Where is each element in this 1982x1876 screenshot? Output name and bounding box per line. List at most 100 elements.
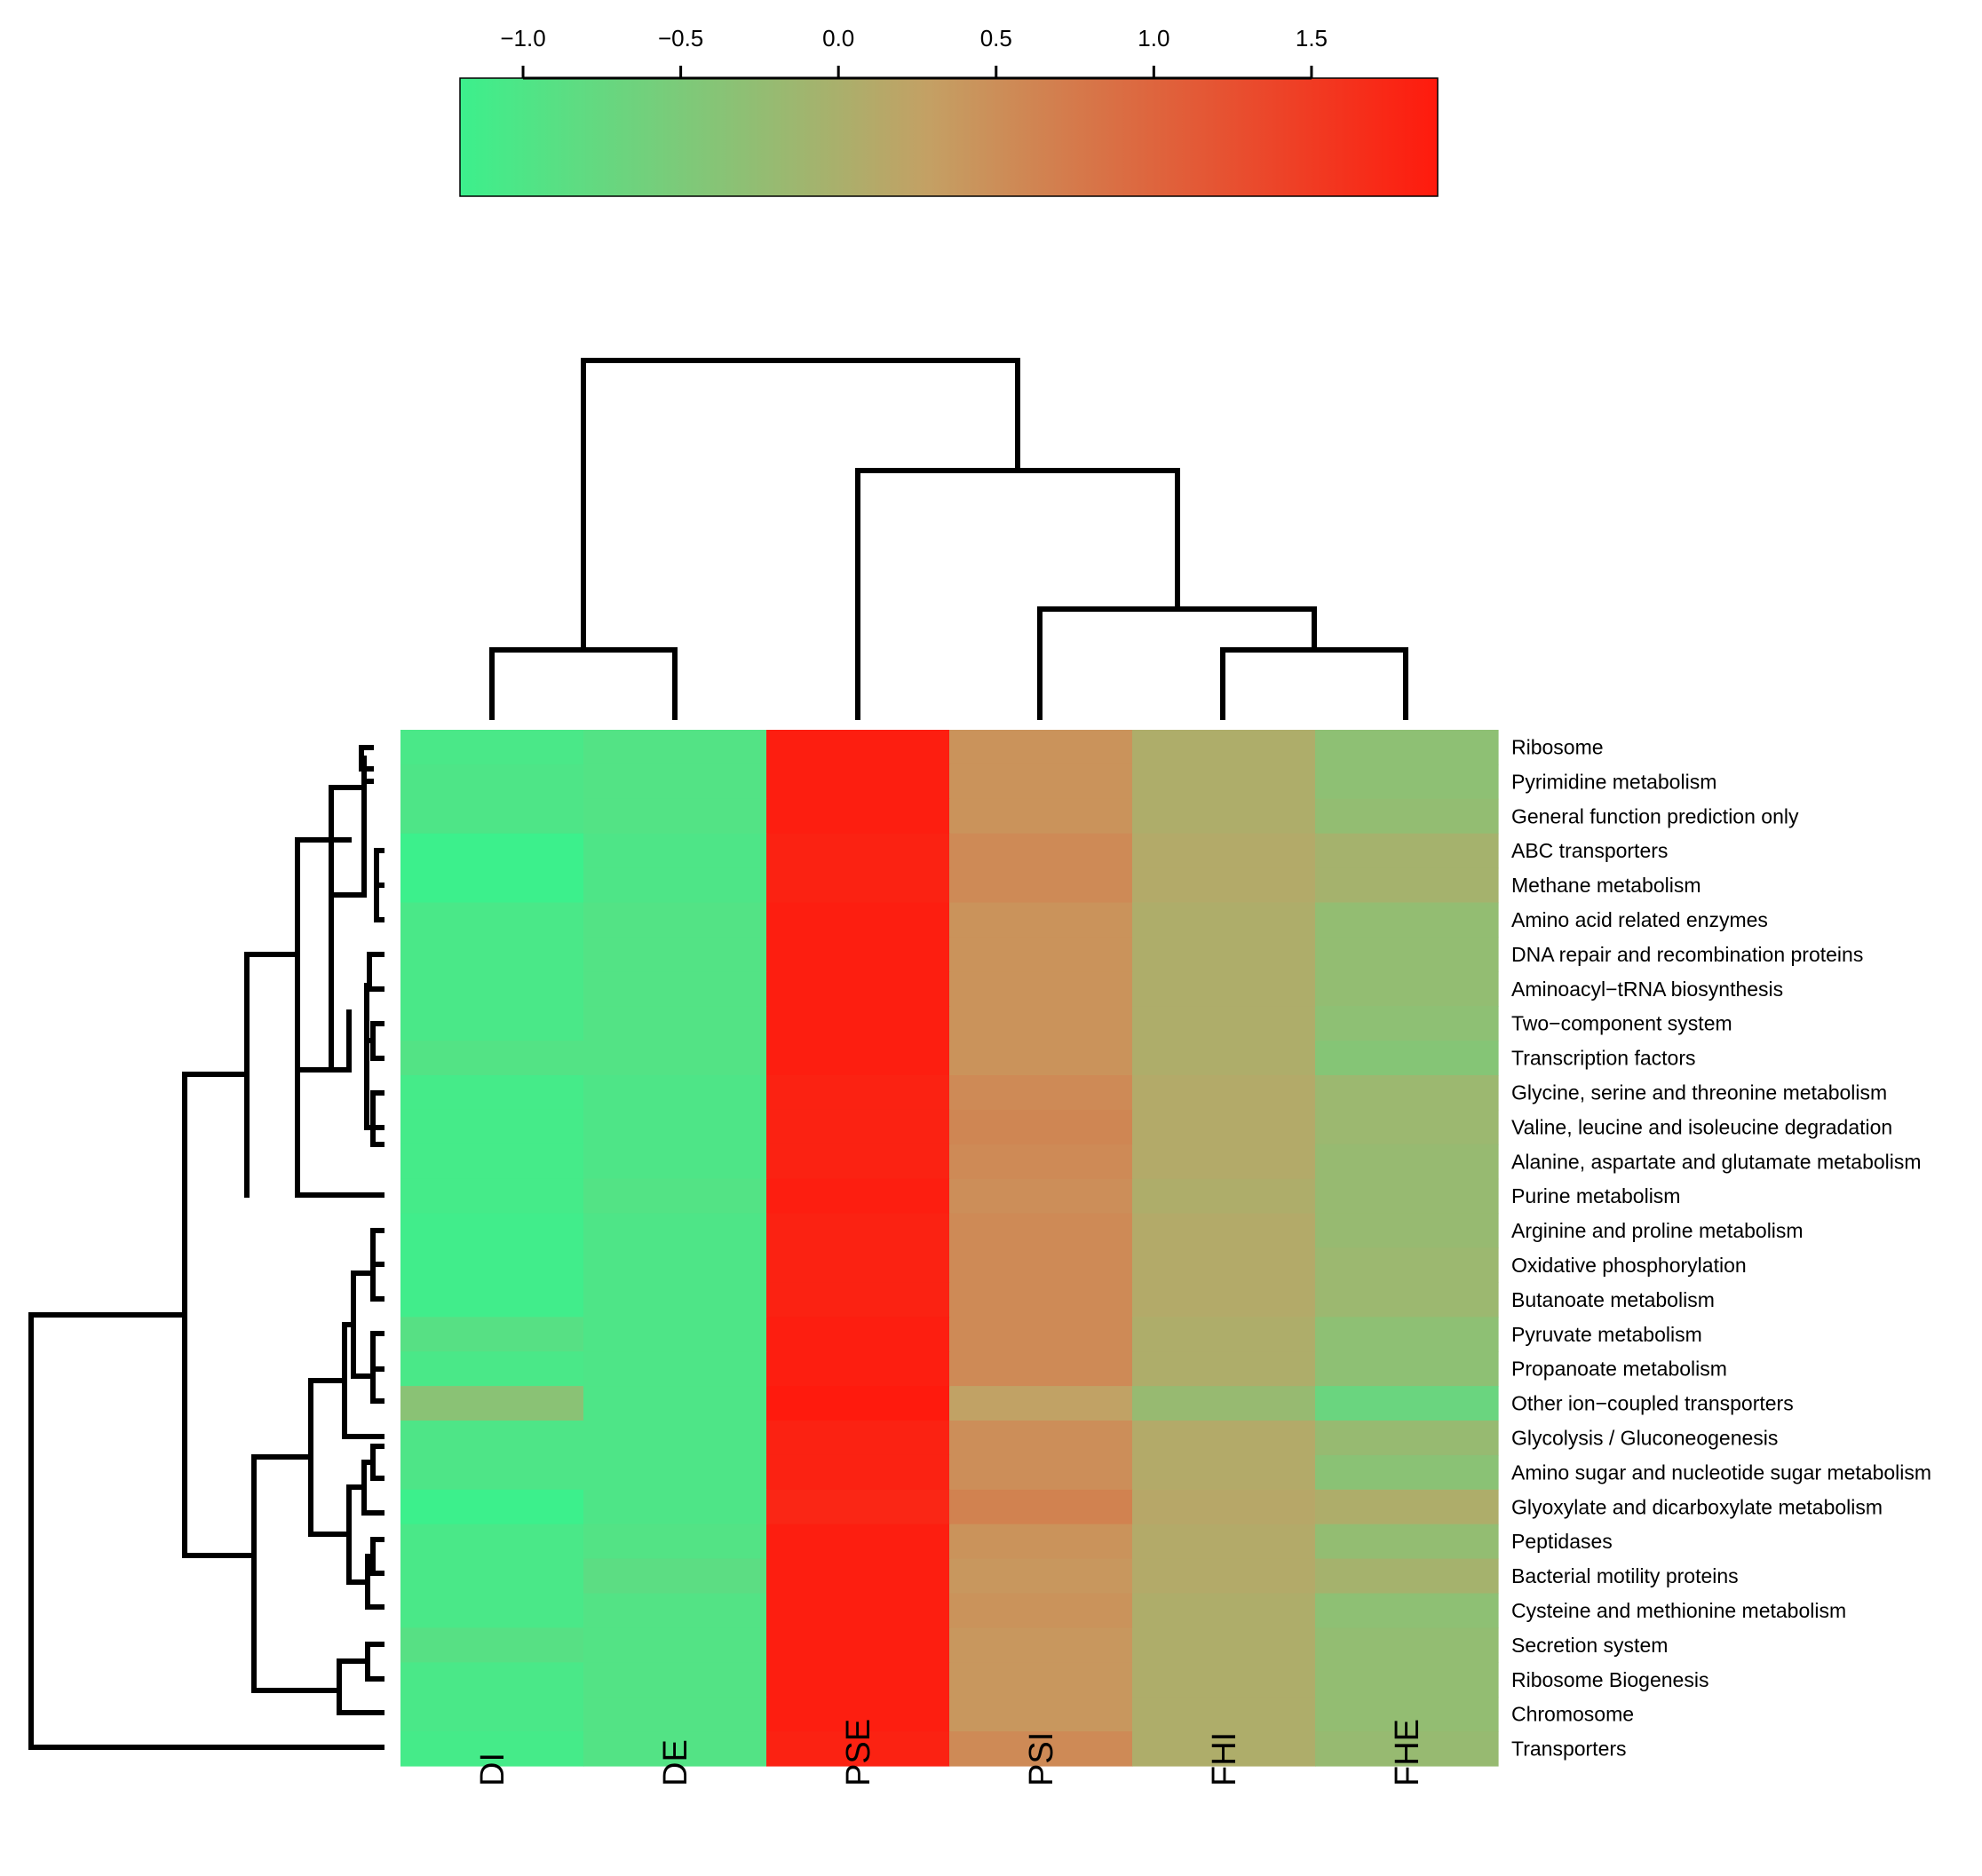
- heatmap-cell: [949, 1178, 1133, 1215]
- heatmap-cell: [1132, 1213, 1316, 1249]
- heatmap-cell: [583, 1386, 767, 1421]
- row-dendro-link: [337, 1658, 385, 1715]
- row-label: Butanoate metabolism: [1511, 1288, 1715, 1311]
- row-label: Purine metabolism: [1511, 1184, 1680, 1207]
- heatmap-cell: [400, 1213, 584, 1249]
- heatmap-cell: [583, 1731, 767, 1767]
- row-label: Aminoacyl−tRNA biosynthesis: [1511, 978, 1783, 1001]
- heatmap-cell: [400, 1386, 584, 1421]
- heatmap-cell: [1315, 1317, 1499, 1352]
- heatmap-cell: [1315, 1627, 1499, 1663]
- col-dendro-fhi-fhe: [1220, 647, 1408, 720]
- heatmap-cell: [766, 1351, 950, 1387]
- heatmap-cell: [949, 1109, 1133, 1145]
- heatmap-cell: [400, 1489, 584, 1525]
- row-label: DNA repair and recombination proteins: [1511, 943, 1863, 966]
- row-dendrogram: [28, 745, 385, 1750]
- heatmap-cell: [766, 1731, 950, 1767]
- heatmap-cell: [400, 833, 584, 869]
- heatmap-cell: [400, 1282, 584, 1318]
- heatmap-cell: [400, 1247, 584, 1283]
- heatmap-cell: [1315, 1454, 1499, 1491]
- heatmap-cell: [1132, 1144, 1316, 1180]
- row-dendro-link: [329, 767, 367, 898]
- column-dendrogram: [489, 358, 1408, 720]
- heatmap-cell: [583, 1454, 767, 1491]
- heatmap-cell: [949, 1627, 1133, 1663]
- color-key-tick-label: −0.5: [658, 25, 703, 51]
- heatmap-cell: [1132, 764, 1316, 800]
- heatmap-cell: [766, 1006, 950, 1041]
- heatmap-cell: [1315, 1662, 1499, 1698]
- row-dendro-link: [351, 1270, 376, 1379]
- heatmap-cell: [1315, 1351, 1499, 1387]
- heatmap-cell: [1132, 1247, 1316, 1283]
- heatmap-cell: [1132, 902, 1316, 938]
- heatmap-cell: [766, 1454, 950, 1491]
- row-label: Chromosome: [1511, 1703, 1634, 1726]
- heatmap-cell: [583, 1558, 767, 1595]
- heatmap-cell: [400, 1697, 584, 1732]
- heatmap-cell: [949, 902, 1133, 938]
- heatmap-cell: [949, 937, 1133, 972]
- heatmap-cell: [1315, 1524, 1499, 1560]
- heatmap-cell: [400, 1593, 584, 1628]
- heatmap-cell: [949, 1731, 1133, 1767]
- heatmap-cell: [1315, 867, 1499, 904]
- row-label: Glycolysis / Gluconeogenesis: [1511, 1426, 1778, 1449]
- heatmap-cell: [766, 1421, 950, 1456]
- heatmap-cell: [583, 1697, 767, 1732]
- row-label: Pyrimidine metabolism: [1511, 770, 1716, 793]
- heatmap-cell: [1315, 798, 1499, 835]
- heatmap-cell: [949, 1662, 1133, 1698]
- heatmap-cell: [583, 1178, 767, 1215]
- heatmap-cell: [1315, 1109, 1499, 1145]
- heatmap-cell: [949, 1282, 1133, 1318]
- heatmap-cell: [1132, 1386, 1316, 1421]
- heatmap-cell: [400, 1524, 584, 1560]
- row-dendro-link: [295, 837, 334, 1073]
- heatmap-cell: [766, 1247, 950, 1283]
- heatmap-cell: [1315, 1213, 1499, 1249]
- heatmap-cell: [949, 971, 1133, 1007]
- row-label: Methane metabolism: [1511, 874, 1701, 897]
- row-dendro-link: [364, 1009, 376, 1130]
- heatmap-cell: [583, 1144, 767, 1180]
- row-dendro-link: [374, 865, 385, 922]
- heatmap-cell: [1132, 1593, 1316, 1628]
- row-label: Secretion system: [1511, 1634, 1668, 1657]
- heatmap-cell: [583, 1317, 767, 1352]
- heatmap-cell: [400, 1627, 584, 1663]
- heatmap-cell: [1315, 971, 1499, 1007]
- heatmap-cell: [583, 1489, 767, 1525]
- heatmap-cell: [1315, 730, 1499, 765]
- heatmap-cell: [766, 833, 950, 869]
- row-label: Ribosome Biogenesis: [1511, 1668, 1708, 1691]
- heatmap-cell: [766, 1213, 950, 1249]
- row-label: Two−component system: [1511, 1012, 1732, 1035]
- heatmap-cell: [400, 1075, 584, 1111]
- heatmap-cell: [400, 764, 584, 800]
- column-labels: DI DE PSE PSI FHI FHE: [474, 1719, 1426, 1786]
- column-label: FHE: [1389, 1719, 1426, 1786]
- heatmap-cell: [1132, 1282, 1316, 1318]
- color-key-axis: −1.0 −0.5 0.0 0.5 1.0 1.5: [500, 25, 1328, 80]
- heatmap-cell: [1132, 1558, 1316, 1595]
- column-label: FHI: [1206, 1732, 1243, 1786]
- heatmap-cell: [400, 798, 584, 835]
- heatmap-cell: [1132, 1109, 1316, 1145]
- heatmap-cell: [949, 1558, 1133, 1595]
- row-label: Transcription factors: [1511, 1047, 1696, 1070]
- row-label: ABC transporters: [1511, 839, 1668, 862]
- heatmap-cell: [949, 730, 1133, 765]
- heatmap-cell: [583, 867, 767, 904]
- heatmap-cell: [949, 1697, 1133, 1732]
- heatmap-cell: [583, 1627, 767, 1663]
- column-label: PSE: [840, 1719, 877, 1786]
- color-key-tick-label: 1.5: [1296, 25, 1328, 51]
- heatmap-cell: [766, 730, 950, 765]
- heatmap-cell: [400, 1558, 584, 1595]
- heatmap-cell: [1315, 1558, 1499, 1595]
- heatmap-cell: [1315, 1247, 1499, 1283]
- row-label: Pyruvate metabolism: [1511, 1323, 1702, 1346]
